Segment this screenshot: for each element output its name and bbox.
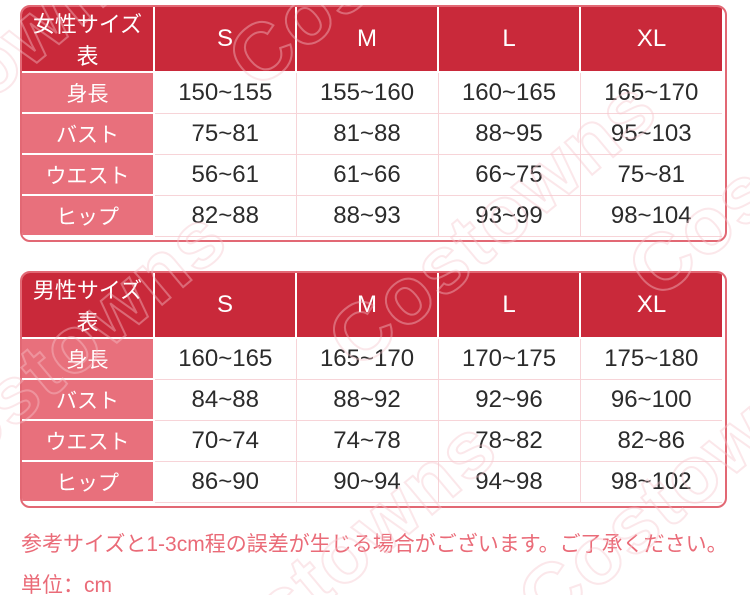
size-cell: 84~88 — [153, 378, 297, 421]
table-row-waist: ウエスト 56~61 61~66 66~75 75~81 — [22, 153, 722, 196]
size-cell: 98~104 — [579, 194, 722, 237]
size-cell: 70~74 — [153, 419, 297, 462]
row-label-bust: バスト — [22, 378, 155, 421]
size-cell: 78~82 — [437, 419, 581, 462]
women-table-title: 女性サイズ表 — [22, 7, 155, 73]
table-row-bust: バスト 75~81 81~88 88~95 95~103 — [22, 112, 722, 155]
column-header-m: M — [295, 7, 439, 73]
size-cell: 82~88 — [153, 194, 297, 237]
size-cell: 160~165 — [437, 71, 581, 114]
size-cell: 74~78 — [295, 419, 439, 462]
size-cell: 88~93 — [295, 194, 439, 237]
column-header-l: L — [437, 7, 581, 73]
row-label-height: 身長 — [22, 71, 155, 114]
row-label-height: 身長 — [22, 337, 155, 380]
size-cell: 170~175 — [437, 337, 581, 380]
women-size-table-grid: 女性サイズ表 S M L XL 身長 150~155 155~160 160~1… — [22, 7, 722, 237]
footer-notes: 参考サイズと1-3cm程の誤差が生じる場合がございます。ご了承ください。 単位：… — [21, 533, 750, 598]
unit-note: 単位：cm — [21, 574, 112, 598]
column-header-xl: XL — [579, 7, 722, 73]
table-row-waist: ウエスト 70~74 74~78 78~82 82~86 — [22, 419, 722, 462]
table-row-bust: バスト 84~88 88~92 92~96 96~100 — [22, 378, 722, 421]
size-cell: 88~95 — [437, 112, 581, 155]
size-cell: 93~99 — [437, 194, 581, 237]
size-cell: 92~96 — [437, 378, 581, 421]
women-size-table: 女性サイズ表 S M L XL 身長 150~155 155~160 160~1… — [20, 5, 727, 242]
column-header-l: L — [437, 273, 581, 339]
size-cell: 98~102 — [579, 460, 722, 503]
size-chart-page: Costowns Costowns Costowns Costowns Cost… — [0, 5, 750, 598]
size-cell: 155~160 — [295, 71, 439, 114]
men-header-row: 男性サイズ表 S M L XL — [22, 273, 722, 339]
size-cell: 95~103 — [579, 112, 722, 155]
size-cell: 86~90 — [153, 460, 297, 503]
table-row-hip: ヒップ 82~88 88~93 93~99 98~104 — [22, 194, 722, 237]
row-label-waist: ウエスト — [22, 419, 155, 462]
table-row-height: 身長 160~165 165~170 170~175 175~180 — [22, 337, 722, 380]
table-row-hip: ヒップ 86~90 90~94 94~98 98~102 — [22, 460, 722, 503]
row-label-hip: ヒップ — [22, 460, 155, 503]
men-size-table: 男性サイズ表 S M L XL 身長 160~165 165~170 170~1… — [20, 271, 727, 508]
size-cell: 175~180 — [579, 337, 722, 380]
size-cell: 96~100 — [579, 378, 722, 421]
row-label-waist: ウエスト — [22, 153, 155, 196]
row-label-bust: バスト — [22, 112, 155, 155]
women-header-row: 女性サイズ表 S M L XL — [22, 7, 722, 73]
size-cell: 94~98 — [437, 460, 581, 503]
size-cell: 82~86 — [579, 419, 722, 462]
column-header-s: S — [153, 7, 297, 73]
size-cell: 165~170 — [579, 71, 722, 114]
size-cell: 66~75 — [437, 153, 581, 196]
row-label-hip: ヒップ — [22, 194, 155, 237]
size-cell: 75~81 — [153, 112, 297, 155]
size-cell: 165~170 — [295, 337, 439, 380]
column-header-s: S — [153, 273, 297, 339]
men-size-table-grid: 男性サイズ表 S M L XL 身長 160~165 165~170 170~1… — [22, 273, 722, 503]
column-header-m: M — [295, 273, 439, 339]
men-table-title: 男性サイズ表 — [22, 273, 155, 339]
size-cell: 160~165 — [153, 337, 297, 380]
size-cell: 88~92 — [295, 378, 439, 421]
size-tolerance-note: 参考サイズと1-3cm程の誤差が生じる場合がございます。ご了承ください。 — [21, 533, 728, 556]
size-cell: 61~66 — [295, 153, 439, 196]
size-cell: 81~88 — [295, 112, 439, 155]
size-cell: 75~81 — [579, 153, 722, 196]
column-header-xl: XL — [579, 273, 722, 339]
size-cell: 150~155 — [153, 71, 297, 114]
size-cell: 90~94 — [295, 460, 439, 503]
size-cell: 56~61 — [153, 153, 297, 196]
table-row-height: 身長 150~155 155~160 160~165 165~170 — [22, 71, 722, 114]
